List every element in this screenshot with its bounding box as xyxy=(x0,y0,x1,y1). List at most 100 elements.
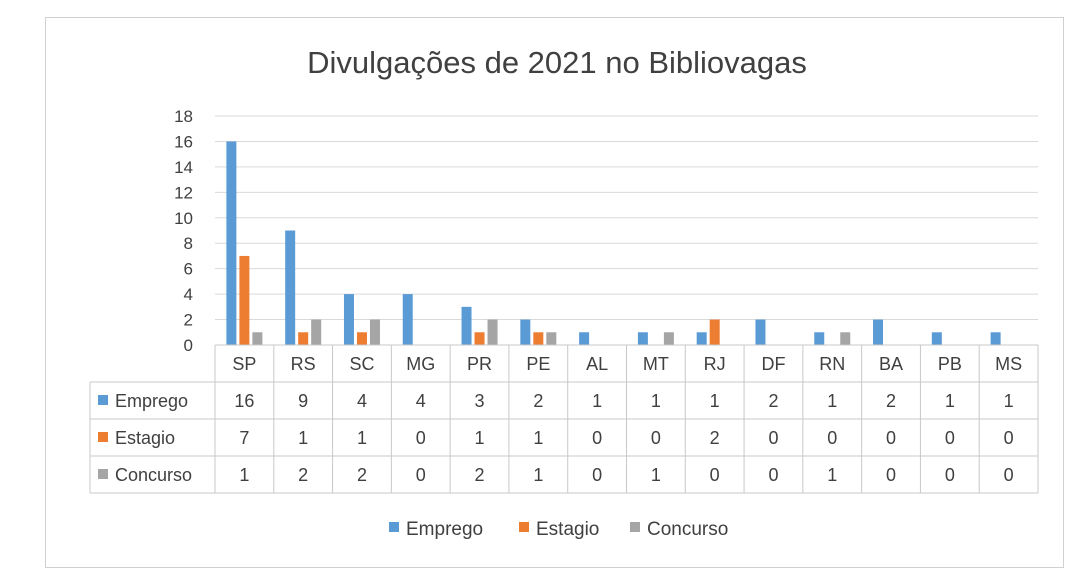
bar-emprego-mg xyxy=(402,294,413,345)
category-label: PB xyxy=(938,354,962,374)
table-cell: 2 xyxy=(710,428,720,448)
table-cell: 0 xyxy=(651,428,661,448)
bar-emprego-al xyxy=(579,332,590,345)
bar-emprego-rs xyxy=(285,230,296,345)
table-cell: 4 xyxy=(357,391,367,411)
bar-concurso-pr xyxy=(487,319,498,345)
table-cell: 2 xyxy=(357,465,367,485)
bar-emprego-pe xyxy=(520,319,531,345)
table-cell: 1 xyxy=(651,391,661,411)
y-tick-label: 2 xyxy=(184,311,193,330)
table-cell: 1 xyxy=(710,391,720,411)
category-label: PR xyxy=(467,354,492,374)
category-label: MG xyxy=(406,354,435,374)
y-tick-label: 18 xyxy=(174,107,193,126)
category-label: RN xyxy=(819,354,845,374)
table-cell: 1 xyxy=(592,391,602,411)
y-tick-label: 0 xyxy=(184,336,193,355)
table-cell: 2 xyxy=(533,391,543,411)
bar-concurso-mt xyxy=(663,332,674,345)
row-key-emprego xyxy=(98,395,108,405)
table-cell: 0 xyxy=(945,465,955,485)
table-cell: 1 xyxy=(827,391,837,411)
table-cell: 2 xyxy=(768,391,778,411)
gridlines xyxy=(215,115,1038,346)
bar-chart: Divulgações de 2021 no Bibliovagas 0 2 4 6 8… xyxy=(89,45,1039,540)
bar-estagio-pe xyxy=(533,332,544,345)
bar-emprego-ms xyxy=(990,332,1001,345)
bar-concurso-sc xyxy=(369,319,380,345)
y-tick-label: 16 xyxy=(174,132,193,151)
y-tick-label: 14 xyxy=(174,158,193,177)
table-cell: 16 xyxy=(234,391,254,411)
row-key-concurso xyxy=(98,469,108,479)
table-cell: 0 xyxy=(886,465,896,485)
table-cell: 1 xyxy=(475,428,485,448)
y-tick-label: 8 xyxy=(184,234,193,253)
bar-emprego-ba xyxy=(873,319,884,345)
row-label: Estagio xyxy=(115,428,175,448)
category-label: BA xyxy=(879,354,903,374)
row-key-estagio xyxy=(98,432,108,442)
bar-emprego-pb xyxy=(931,332,942,345)
category-label: AL xyxy=(586,354,608,374)
legend-key-concurso xyxy=(630,522,640,532)
legend-key-estagio xyxy=(519,522,529,532)
chart-title: Divulgações de 2021 no Bibliovagas xyxy=(307,45,807,80)
bar-concurso-rn xyxy=(840,332,851,345)
table-cell: 0 xyxy=(592,428,602,448)
bar-emprego-sc xyxy=(343,294,354,345)
bar-concurso-sp xyxy=(252,332,263,345)
table-cell: 1 xyxy=(1004,391,1014,411)
legend-label: Estagio xyxy=(536,519,599,540)
bar-emprego-rj xyxy=(696,332,707,345)
category-label: SC xyxy=(349,354,374,374)
chart-frame: Divulgações de 2021 no Bibliovagas 0 2 4 6 8… xyxy=(45,17,1064,568)
table-cell: 1 xyxy=(827,465,837,485)
y-tick-label: 6 xyxy=(184,260,193,279)
bars xyxy=(226,141,1001,345)
bar-estagio-sc xyxy=(356,332,367,345)
y-axis: 0 2 4 6 8 10 12 14 16 18 xyxy=(174,107,193,355)
table-cell: 0 xyxy=(1004,465,1014,485)
table-cell: 1 xyxy=(533,428,543,448)
legend-label: Emprego xyxy=(406,519,483,540)
table-cell: 0 xyxy=(416,465,426,485)
category-label: MT xyxy=(643,354,669,374)
table-cell: 0 xyxy=(768,428,778,448)
table-cell: 0 xyxy=(768,465,778,485)
table-cell: 1 xyxy=(357,428,367,448)
data-table: SP RS SC MG PR PE AL MT RJ DF RN BA PB MS Emprego 16 9 4 4… xyxy=(89,344,1039,494)
y-tick-label: 4 xyxy=(184,285,193,304)
y-tick-label: 10 xyxy=(174,209,193,228)
table-cell: 0 xyxy=(827,428,837,448)
row-label: Concurso xyxy=(115,465,192,485)
table-cell: 7 xyxy=(239,428,249,448)
table-cell: 1 xyxy=(298,428,308,448)
table-cell: 4 xyxy=(416,391,426,411)
bar-emprego-mt xyxy=(637,332,648,345)
bar-emprego-df xyxy=(755,319,766,345)
table-cell: 3 xyxy=(475,391,485,411)
bar-emprego-rn xyxy=(814,332,825,345)
bar-estagio-rs xyxy=(298,332,309,345)
table-cell: 1 xyxy=(239,465,249,485)
bar-estagio-pr xyxy=(474,332,485,345)
legend-label: Concurso xyxy=(647,519,728,540)
bar-estagio-rj xyxy=(709,319,720,345)
table-cell: 0 xyxy=(1004,428,1014,448)
table-cell: 0 xyxy=(886,428,896,448)
table-cell: 0 xyxy=(416,428,426,448)
category-label: RS xyxy=(291,354,316,374)
table-cell: 2 xyxy=(475,465,485,485)
y-tick-label: 12 xyxy=(174,183,193,202)
bar-concurso-rs xyxy=(311,319,322,345)
bar-estagio-sp xyxy=(239,255,250,345)
category-label: PE xyxy=(526,354,550,374)
table-cell: 9 xyxy=(298,391,308,411)
bar-concurso-pe xyxy=(546,332,557,345)
bar-emprego-sp xyxy=(226,141,237,345)
table-cell: 1 xyxy=(533,465,543,485)
category-label: MS xyxy=(995,354,1022,374)
bar-emprego-pr xyxy=(461,306,472,345)
